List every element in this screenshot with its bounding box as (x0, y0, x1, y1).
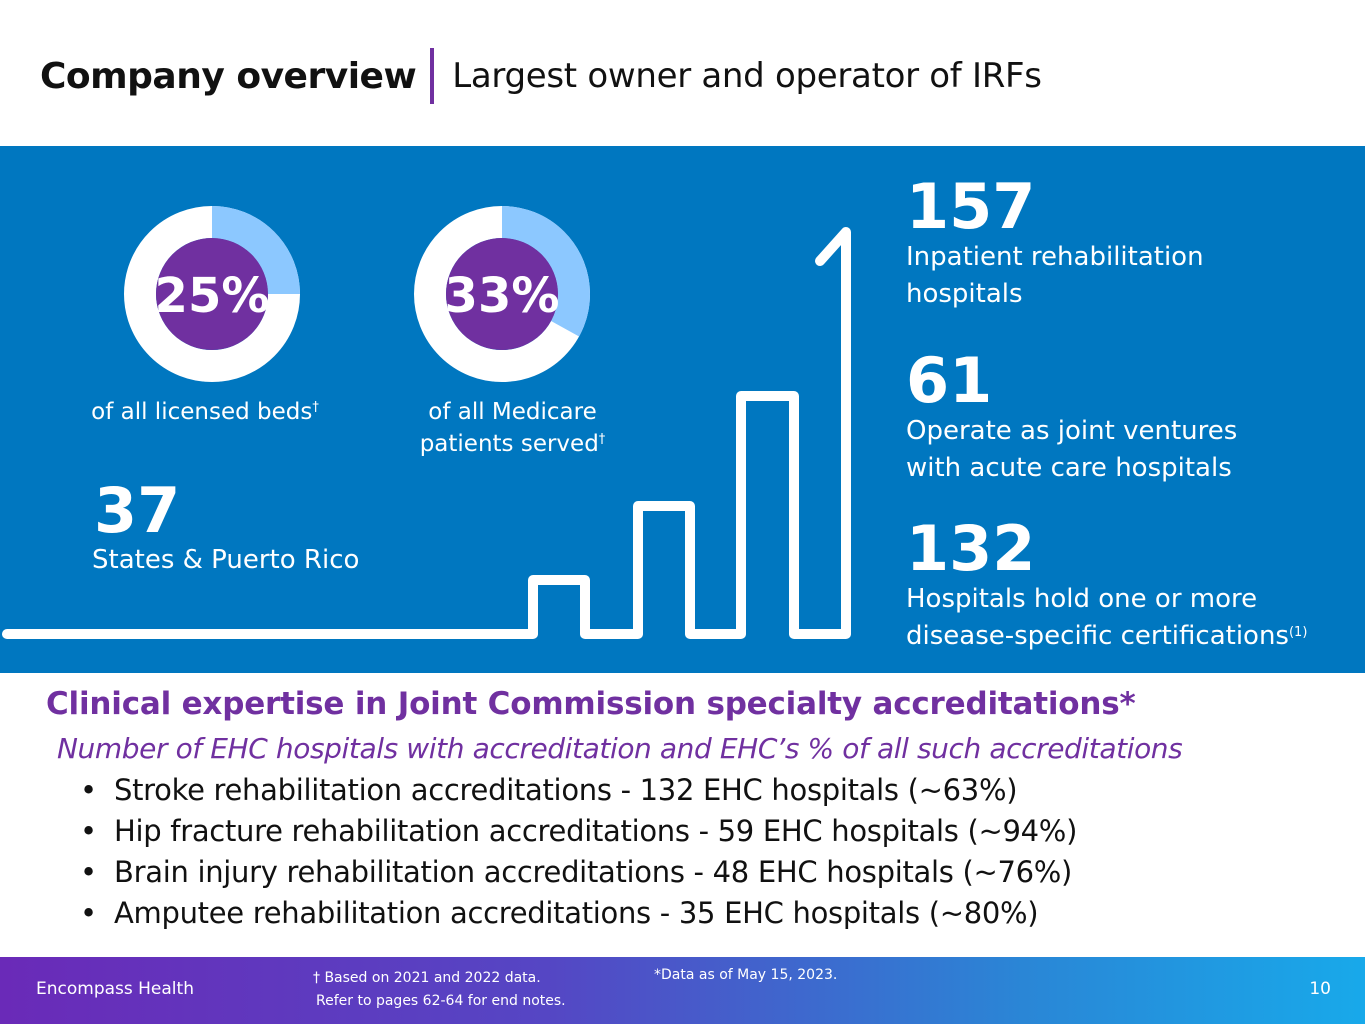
medicare-donut-center (446, 238, 558, 350)
beds-caption: of all licensed beds† (91, 399, 319, 425)
beds-donut-center (156, 238, 268, 350)
beds-percent: 25% (155, 268, 270, 324)
certifications-label: Hospitals hold one or more disease-speci… (906, 584, 1308, 651)
accreditation-subtitle: Number of EHC hospitals with accreditati… (57, 732, 1183, 765)
page-title: Company overview (40, 55, 417, 97)
list-item: • Brain injury rehabilitation accreditati… (80, 855, 1073, 889)
medicare-caption: of all Medicare patients served† (419, 399, 606, 457)
footer-company: Encompass Health (36, 979, 194, 999)
title-divider (430, 48, 435, 104)
list-item: • Amputee rehabilitation accreditations -… (80, 896, 1039, 930)
page-header: Company overview Largest owner and opera… (40, 48, 1042, 104)
joint-ventures-count: 61 (906, 344, 993, 417)
growth-line-graphic (2, 227, 851, 639)
medicare-donut-chart: 33% (414, 206, 590, 382)
beds-donut-chart: 25% (124, 206, 300, 382)
footnote-marker: (1) (1288, 625, 1308, 640)
footer-notes: † Based on 2021 and 2022 data. Refer to … (313, 970, 566, 1009)
page-number: 10 (1309, 979, 1331, 999)
certifications-count: 132 (906, 512, 1036, 585)
medicare-donut-arc (414, 206, 590, 382)
accreditation-list: • Stroke rehabilitation accreditations - … (80, 770, 1077, 934)
list-item: • Hip fracture rehabilitation accreditati… (80, 814, 1078, 848)
stats-panel: 25% of all licensed beds† 33% of all Med… (0, 146, 1365, 673)
page-subtitle: Largest owner and operator of IRFs (452, 56, 1042, 96)
states-count: 37 (94, 474, 181, 547)
beds-donut-arc (124, 206, 300, 382)
medicare-percent: 33% (445, 268, 560, 324)
hospitals-label: Inpatient rehabilitation hospitals (906, 242, 1204, 309)
footer-bar: Encompass Health † Based on 2021 and 202… (0, 957, 1365, 1024)
footer-data-note: *Data as of May 15, 2023. (654, 967, 838, 983)
list-item: • Stroke rehabilitation accreditations - … (80, 773, 1018, 807)
hospitals-count: 157 (906, 170, 1036, 243)
states-label: States & Puerto Rico (92, 545, 360, 575)
joint-ventures-label: Operate as joint ventures with acute car… (906, 416, 1238, 483)
accreditation-title: Clinical expertise in Joint Commission s… (46, 686, 1136, 722)
